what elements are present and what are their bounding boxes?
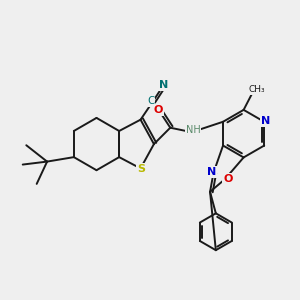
Text: O: O: [154, 105, 163, 115]
Text: N: N: [159, 80, 168, 90]
Text: C: C: [147, 96, 154, 106]
Text: CH₃: CH₃: [249, 85, 265, 94]
Text: NH: NH: [186, 125, 200, 135]
Text: N: N: [206, 167, 216, 177]
Text: N: N: [261, 116, 270, 126]
Text: O: O: [223, 174, 232, 184]
Text: S: S: [137, 164, 145, 174]
